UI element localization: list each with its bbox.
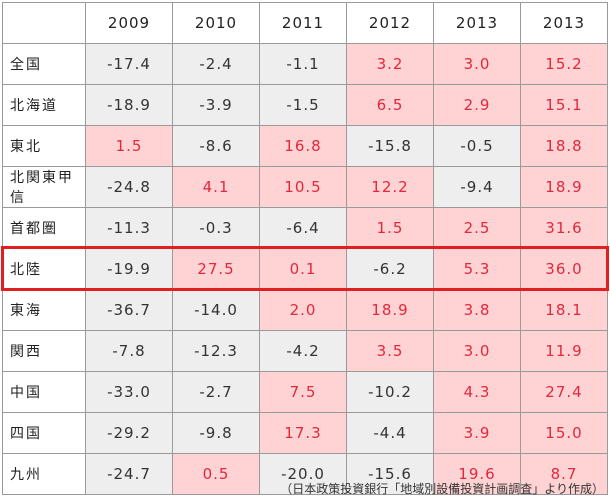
value-cell: 36.0 xyxy=(520,248,608,290)
value-cell: 11.9 xyxy=(520,330,608,372)
value-cell: 2.9 xyxy=(433,84,521,126)
value-cell: -4.2 xyxy=(259,330,347,372)
value-cell: 18.8 xyxy=(520,125,608,167)
value-cell: 2.5 xyxy=(433,207,521,249)
value-cell: 3.8 xyxy=(433,289,521,331)
value-cell: -0.3 xyxy=(172,207,260,249)
value-cell: 7.5 xyxy=(259,371,347,413)
value-cell: 18.1 xyxy=(520,289,608,331)
value-cell: 3.2 xyxy=(346,43,434,85)
region-label: 北陸 xyxy=(2,248,86,290)
value-cell: 17.3 xyxy=(259,412,347,454)
table-row: 北陸 -19.9 27.5 0.1 -6.2 5.3 36.0 xyxy=(2,248,608,290)
value-cell: 4.1 xyxy=(172,166,260,208)
value-cell: -14.0 xyxy=(172,289,260,331)
region-label: 九州 xyxy=(2,453,86,495)
value-cell: 5.3 xyxy=(433,248,521,290)
value-cell: 6.5 xyxy=(346,84,434,126)
value-cell: -2.4 xyxy=(172,43,260,85)
table-body: 全国 -17.4 -2.4 -1.1 3.2 3.0 15.2 北海道 -18.9 -3.9 -1.… xyxy=(2,43,608,495)
value-cell: 2.0 xyxy=(259,289,347,331)
region-label: 東海 xyxy=(2,289,86,331)
value-cell: -6.2 xyxy=(346,248,434,290)
value-cell: -12.3 xyxy=(172,330,260,372)
region-label: 首都圏 xyxy=(2,207,86,249)
value-cell: -17.4 xyxy=(85,43,173,85)
data-table: 2009 2010 2011 2012 2013 2013 全国 -17.4 -2.4 -1.1… xyxy=(2,2,608,495)
value-cell: -24.8 xyxy=(85,166,173,208)
value-cell: -0.5 xyxy=(433,125,521,167)
region-label: 北海道 xyxy=(2,84,86,126)
table-row: 全国 -17.4 -2.4 -1.1 3.2 3.0 15.2 xyxy=(2,43,608,85)
table-row: 北関東甲信 -24.8 4.1 10.5 12.2 -9.4 18.9 xyxy=(2,166,608,208)
value-cell: -36.7 xyxy=(85,289,173,331)
value-cell: 27.5 xyxy=(172,248,260,290)
value-cell: 8.7 xyxy=(520,453,608,495)
region-label: 中国 xyxy=(2,371,86,413)
value-cell: 18.9 xyxy=(520,166,608,208)
region-label: 四国 xyxy=(2,412,86,454)
region-label: 全国 xyxy=(2,43,86,85)
value-cell: -18.9 xyxy=(85,84,173,126)
value-cell: -1.5 xyxy=(259,84,347,126)
value-cell: -8.6 xyxy=(172,125,260,167)
region-label: 関西 xyxy=(2,330,86,372)
year-header: 2011 xyxy=(259,2,347,44)
value-cell: 27.4 xyxy=(520,371,608,413)
corner-cell xyxy=(2,2,86,44)
table-row: 首都圏 -11.3 -0.3 -6.4 1.5 2.5 31.6 xyxy=(2,207,608,249)
value-cell: -3.9 xyxy=(172,84,260,126)
value-cell: 3.5 xyxy=(346,330,434,372)
table-row: 北海道 -18.9 -3.9 -1.5 6.5 2.9 15.1 xyxy=(2,84,608,126)
value-cell: -2.7 xyxy=(172,371,260,413)
value-cell: 15.1 xyxy=(520,84,608,126)
value-cell: 1.5 xyxy=(346,207,434,249)
table-row: 九州 -24.7 0.5 -20.0 -15.6 19.6 8.7 xyxy=(2,453,608,495)
value-cell: -10.2 xyxy=(346,371,434,413)
source-note: （日本政策投資銀行「地域別設備投資計画調査」より作成） xyxy=(280,482,604,496)
year-header: 2009 xyxy=(85,2,173,44)
value-cell: -4.4 xyxy=(346,412,434,454)
value-cell: 10.5 xyxy=(259,166,347,208)
value-cell: 4.3 xyxy=(433,371,521,413)
value-cell: -9.8 xyxy=(172,412,260,454)
value-cell: 0.1 xyxy=(259,248,347,290)
value-cell: -33.0 xyxy=(85,371,173,413)
value-cell: 31.6 xyxy=(520,207,608,249)
value-cell: -15.6 xyxy=(346,453,434,495)
value-cell: 19.6 xyxy=(433,453,521,495)
value-cell: -19.9 xyxy=(85,248,173,290)
table-row: 関西 -7.8 -12.3 -4.2 3.5 3.0 11.9 xyxy=(2,330,608,372)
value-cell: 18.9 xyxy=(346,289,434,331)
value-cell: -24.7 xyxy=(85,453,173,495)
value-cell: -29.2 xyxy=(85,412,173,454)
value-cell: 3.0 xyxy=(433,43,521,85)
value-cell: -6.4 xyxy=(259,207,347,249)
value-cell: 15.0 xyxy=(520,412,608,454)
year-header: 2010 xyxy=(172,2,260,44)
value-cell: 3.9 xyxy=(433,412,521,454)
year-header: 2012 xyxy=(346,2,434,44)
value-cell: 16.8 xyxy=(259,125,347,167)
year-header: 2013 xyxy=(433,2,521,44)
value-cell: -7.8 xyxy=(85,330,173,372)
value-cell: -1.1 xyxy=(259,43,347,85)
table-row: 四国 -29.2 -9.8 17.3 -4.4 3.9 15.0 xyxy=(2,412,608,454)
value-cell: 0.5 xyxy=(172,453,260,495)
table-row: 中国 -33.0 -2.7 7.5 -10.2 4.3 27.4 xyxy=(2,371,608,413)
value-cell: 3.0 xyxy=(433,330,521,372)
table-row: 東北 1.5 -8.6 16.8 -15.8 -0.5 18.8 xyxy=(2,125,608,167)
value-cell: -11.3 xyxy=(85,207,173,249)
region-label: 東北 xyxy=(2,125,86,167)
value-cell: -9.4 xyxy=(433,166,521,208)
value-cell: 12.2 xyxy=(346,166,434,208)
value-cell: 15.2 xyxy=(520,43,608,85)
table-row: 東海 -36.7 -14.0 2.0 18.9 3.8 18.1 xyxy=(2,289,608,331)
year-header: 2013 xyxy=(520,2,608,44)
value-cell: -15.8 xyxy=(346,125,434,167)
value-cell: 1.5 xyxy=(85,125,173,167)
region-label: 北関東甲信 xyxy=(2,166,86,208)
header-row: 2009 2010 2011 2012 2013 2013 xyxy=(2,2,608,44)
